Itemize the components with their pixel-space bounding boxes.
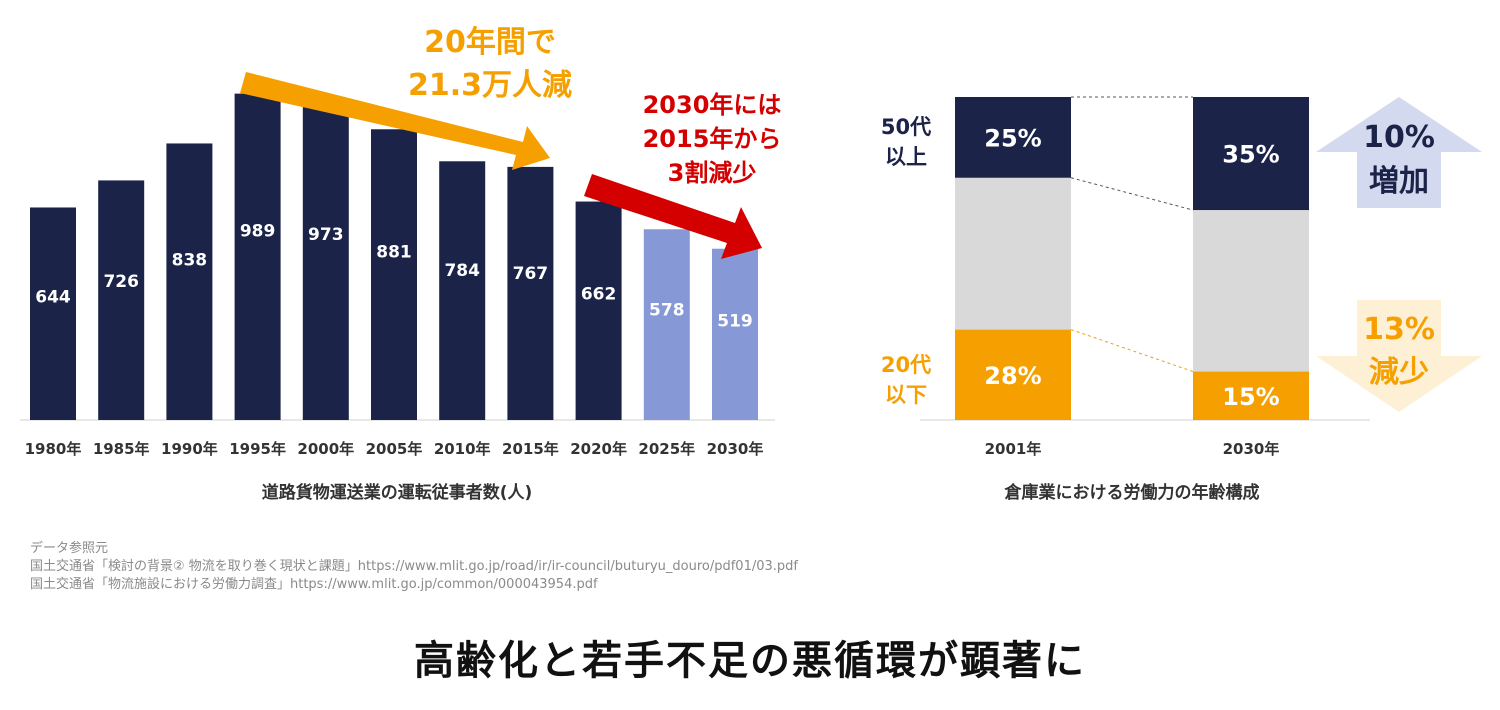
stack-seg-label: 25% — [984, 124, 1041, 152]
bar-value-label: 767 — [513, 264, 549, 284]
sources-heading: データ参照元 — [30, 541, 109, 556]
side-label-top-line1: 50代 — [881, 115, 931, 139]
decline-2030-arrow — [584, 174, 762, 259]
bar-2030年 — [712, 248, 758, 420]
data-sources: データ参照元 国土交通省「検討の背景② 物流を取り巻く現状と課題」https:/… — [30, 540, 798, 594]
stack-seg-0-2001年 — [955, 329, 1071, 420]
decline-2030-text-line2: 2015年から — [643, 125, 782, 153]
side-label-top-line2: 以上 — [885, 145, 927, 169]
x-tick-label: 2001年 — [985, 440, 1042, 458]
side-label-bottom-line1: 20代 — [881, 353, 931, 377]
bar-value-label: 881 — [376, 242, 412, 262]
side-label-bottom-line2: 以下 — [885, 383, 927, 407]
stack-seg-label: 15% — [1222, 383, 1279, 411]
bar-1980年 — [30, 207, 76, 420]
bar-2010年 — [439, 161, 486, 420]
decrease-value: 13% — [1363, 312, 1435, 347]
increase-text: 増加 — [1369, 164, 1429, 199]
x-tick-label: 2015年 — [502, 440, 559, 458]
bar-value-label: 838 — [172, 251, 208, 271]
x-tick-label: 2020年 — [570, 440, 627, 458]
increase-value: 10% — [1363, 120, 1435, 155]
x-tick-label: 1990年 — [161, 440, 218, 458]
decline-20yr-text-line1: 20年間で — [424, 25, 556, 60]
increase-arrow — [1316, 97, 1482, 208]
x-tick-label: 2000年 — [297, 440, 354, 458]
stack-seg-0-2030年 — [1193, 371, 1309, 420]
decline-2030-text-line1: 2030年には — [643, 91, 782, 119]
bar-2005年 — [371, 129, 417, 420]
x-tick-label: 2010年 — [434, 440, 491, 458]
bar-value-label: 578 — [649, 300, 685, 320]
decline-20yr-arrow — [240, 72, 550, 170]
x-tick-label: 1995年 — [229, 440, 286, 458]
source-line-2: 国土交通省「物流施設における労働力調査」https://www.mlit.go.… — [30, 577, 598, 592]
connector-bottom — [1070, 329, 1194, 373]
stack-seg-label: 28% — [984, 362, 1041, 390]
decline-20yr-text-line2: 21.3万人減 — [408, 68, 572, 103]
decline-2030-text-line3: 3割減少 — [668, 159, 757, 187]
bar-value-label: 989 — [240, 222, 276, 242]
charts-canvas: 644 726 838 989 973 881 784 767 662 578 519 1980年 1… — [20, 25, 1482, 503]
bar-value-label: 519 — [717, 312, 753, 332]
headline: 高齢化と若手不足の悪循環が顕著に — [414, 638, 1086, 684]
bar-value-label: 644 — [35, 288, 71, 308]
bar-2000年 — [302, 98, 349, 420]
x-tick-label: 1980年 — [25, 440, 82, 458]
bar-1985年 — [98, 180, 145, 420]
bar-2015年 — [507, 166, 554, 420]
connector-mid — [1070, 177, 1194, 211]
stack-seg-1-2001年 — [955, 177, 1071, 330]
decrease-text: 減少 — [1369, 355, 1429, 390]
bar-1995年 — [234, 93, 281, 420]
bar-value-label: 662 — [581, 284, 617, 304]
x-tick-label: 2005年 — [366, 440, 423, 458]
source-line-1: 国土交通省「検討の背景② 物流を取り巻く現状と課題」https://www.ml… — [30, 559, 798, 574]
bar-value-label: 784 — [444, 261, 480, 281]
bar-1990年 — [166, 143, 213, 420]
x-tick-label: 2025年 — [638, 440, 695, 458]
stack-chart-title: 倉庫業における労働力の年齢構成 — [1004, 482, 1260, 503]
stack-seg-1-2030年 — [1193, 210, 1309, 372]
stack-seg-2-2030年 — [1193, 97, 1309, 211]
x-tick-label: 2030年 — [1223, 440, 1280, 458]
bar-2025年 — [643, 229, 690, 420]
stack-seg-2-2001年 — [955, 97, 1071, 178]
bar-value-label: 726 — [103, 272, 139, 292]
bar-2020年 — [575, 201, 622, 420]
decrease-arrow — [1316, 300, 1482, 412]
driver-count-bar-chart: 644 726 838 989 973 881 784 767 662 578 519 1980年 1… — [20, 25, 781, 503]
x-tick-label: 1985年 — [93, 440, 150, 458]
stack-seg-label: 35% — [1222, 141, 1279, 169]
bar-chart-title: 道路貨物運送業の運転従事者数(人) — [262, 482, 533, 503]
x-tick-label: 2030年 — [707, 440, 764, 458]
bar-value-label: 973 — [308, 225, 344, 245]
warehouse-age-stacked-chart: 28% 25% 15% 35% 2001年 2030年 50代 以上 20代 以下 10… — [881, 96, 1482, 503]
